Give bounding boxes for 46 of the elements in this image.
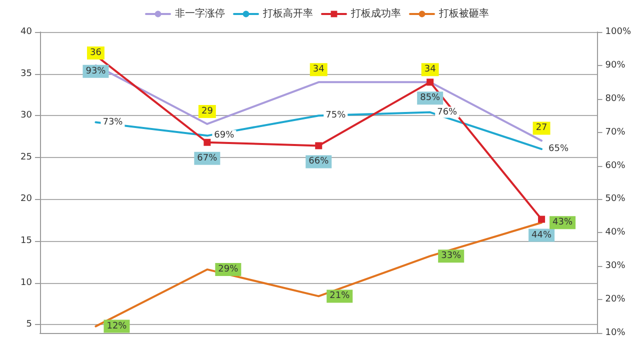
data-label: 36 xyxy=(90,48,102,58)
y2-tick-label: 40% xyxy=(605,228,626,238)
data-label: 34 xyxy=(424,64,436,75)
data-label: 12% xyxy=(106,321,128,332)
legend-label: 打板成功率 xyxy=(350,8,401,20)
y-tick-label: 30 xyxy=(20,110,32,121)
y2-tick-label: 90% xyxy=(605,60,626,70)
point xyxy=(204,138,211,146)
data-label: 34 xyxy=(312,64,325,75)
legend-label: 打板高开率 xyxy=(262,8,313,20)
y2-tick-label: 50% xyxy=(605,194,626,204)
y-tick-label: 15 xyxy=(20,236,32,246)
data-label: 75% xyxy=(326,110,346,121)
y2-tick-label: 30% xyxy=(605,261,626,272)
data-label: 69% xyxy=(214,130,235,141)
y-tick-label: 35 xyxy=(20,68,32,79)
data-label: 66% xyxy=(308,156,330,167)
data-label: 44% xyxy=(532,230,552,240)
point xyxy=(538,216,546,223)
y-tick-label: 25 xyxy=(20,152,32,162)
data-label: 21% xyxy=(330,291,350,302)
legend-label: 打板被砸率 xyxy=(438,8,489,20)
y-tick-label: 10 xyxy=(20,278,32,288)
data-label: 65% xyxy=(548,144,569,154)
data-label: 29 xyxy=(201,106,214,116)
data-label: 43% xyxy=(552,218,573,228)
legend-label: 非一字涨停 xyxy=(175,8,225,20)
data-label: 93% xyxy=(86,66,106,76)
data-label: 76% xyxy=(437,107,458,118)
point xyxy=(315,142,322,150)
y2-tick-label: 80% xyxy=(605,94,626,104)
y-tick-label: 5 xyxy=(26,320,32,330)
y2-tick-label: 10% xyxy=(605,328,626,338)
data-label: 27 xyxy=(536,123,548,134)
y2-tick-label: 70% xyxy=(605,127,626,138)
data-label: 67% xyxy=(197,153,218,164)
data-label: 73% xyxy=(102,117,124,128)
point xyxy=(426,78,434,86)
data-label: 85% xyxy=(420,93,441,104)
y-tick-label: 20 xyxy=(20,194,32,204)
y2-tick-label: 20% xyxy=(605,294,626,305)
data-label: 29% xyxy=(218,264,239,274)
y2-tick-label: 60% xyxy=(605,160,626,171)
data-label: 33% xyxy=(441,251,462,262)
y-tick-label: 40 xyxy=(20,27,32,37)
y2-tick-label: 100% xyxy=(605,27,632,37)
